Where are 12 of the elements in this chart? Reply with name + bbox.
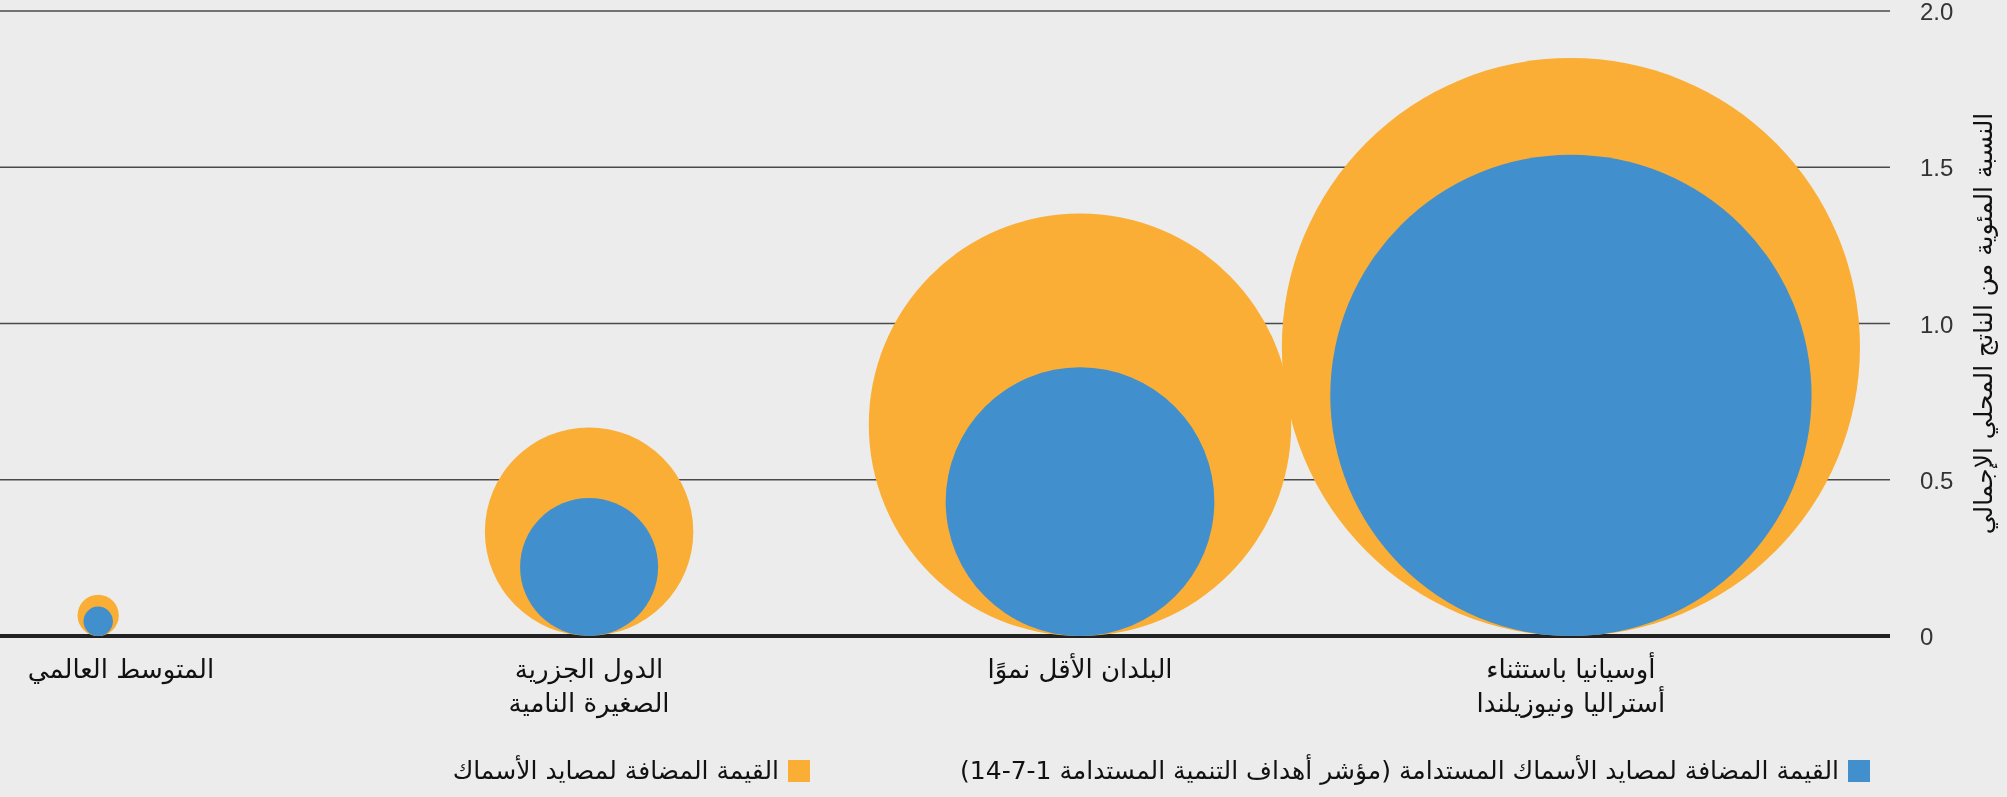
y-tick-label: 0 [1920,623,1934,650]
y-tick-label: 1.0 [1920,310,1954,338]
x-tick-label: أوسيانيا باستثناء أستراليا ونيوزيلندا [1475,652,1667,720]
x-tick-label: البلدان الأقل نموًا [986,652,1174,686]
y-tick-label: 0.5 [1920,466,1954,494]
y-axis-title: النسبة المئوية من الناتج المحلي الإجمالي [1969,112,1999,535]
x-tick-label: المتوسط العالمي [26,653,216,686]
y-tick-label: 2.0 [1920,0,1954,25]
y-tick-label: 1.5 [1920,154,1954,182]
legend-label: القيمة المضافة لمصايد الأسماك [452,756,780,785]
x-tick-label: الدول الجزرية الصغيرة النامية [507,653,671,720]
legend-label: القيمة المضافة لمصايد الأسماك المستدامة (مؤشر أهداف التنمية المستدامة 1-7-14) [960,756,1839,785]
